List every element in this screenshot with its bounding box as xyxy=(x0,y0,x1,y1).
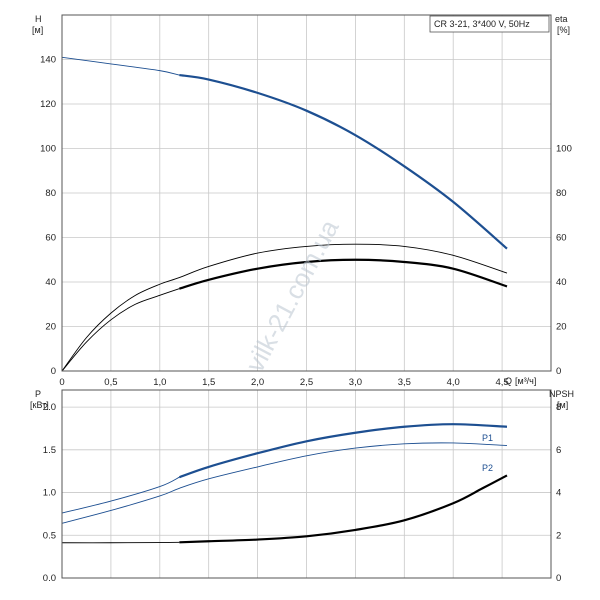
eta-tick-label: 60 xyxy=(556,233,567,244)
watermark: vilk-21.com.ua xyxy=(239,214,344,377)
p-tick-label: 1.5 xyxy=(43,445,56,456)
x-tick-label: 1,0 xyxy=(153,377,166,388)
h-tick-label: 120 xyxy=(40,99,56,110)
npsh-tick-label: 0 xyxy=(556,573,561,584)
chart-title: CR 3-21, 3*400 V, 50Hz xyxy=(434,19,530,29)
p-tick-label: 2.0 xyxy=(43,402,56,413)
p-tick-label: 1.0 xyxy=(43,488,56,499)
right-axis-unit-npsh: [м] xyxy=(557,400,568,410)
npsh-tick-label: 8 xyxy=(556,402,561,413)
x-axis-label-q: Q xyxy=(505,376,512,386)
x-tick-label: 0,5 xyxy=(104,377,117,388)
series-p1-line-thin xyxy=(61,476,180,514)
tick-labels: 0 0,5 1,0 1,5 2,0 2,5 3,0 3,5 4,0 4,5020406080100… xyxy=(40,55,572,585)
h-tick-label: 100 xyxy=(40,144,56,155)
npsh-tick-label: 4 xyxy=(556,488,561,499)
left-axis-label-p: P xyxy=(35,389,41,399)
right-axis-unit-eta: [%] xyxy=(557,25,570,35)
series-eta-line-thin xyxy=(61,288,180,372)
top-panel-grid xyxy=(61,15,551,371)
x-tick-label: 4,5 xyxy=(495,377,508,388)
npsh-tick-label: 6 xyxy=(556,445,561,456)
series-p2-line-thin xyxy=(61,442,508,524)
left-axis-label-h: H xyxy=(35,14,42,24)
x-tick-label: 3,5 xyxy=(398,377,411,388)
bottom-panel-grid xyxy=(61,390,551,578)
series-npsh-line xyxy=(179,474,508,544)
eta-tick-label: 40 xyxy=(556,277,567,288)
x-tick-label: 4,0 xyxy=(447,377,460,388)
series-label-p2: P2 xyxy=(482,463,493,473)
left-axis-unit-p: [кВт] xyxy=(30,400,49,410)
x-tick-label: 2,5 xyxy=(300,377,313,388)
h-tick-label: 80 xyxy=(45,188,56,199)
right-axis-label-npsh: NPSH xyxy=(549,389,574,399)
title-box xyxy=(429,15,550,33)
x-axis-unit-q: [м³/ч] xyxy=(515,376,536,386)
series-eta_thin-line-thin xyxy=(61,243,508,372)
eta-tick-label: 80 xyxy=(556,188,567,199)
x-tick-label: 1,5 xyxy=(202,377,215,388)
series-h-line-thin xyxy=(61,56,180,76)
h-tick-label: 20 xyxy=(45,322,56,333)
h-tick-label: 60 xyxy=(45,233,56,244)
h-tick-label: 40 xyxy=(45,277,56,288)
eta-tick-label: 20 xyxy=(556,322,567,333)
eta-tick-label: 0 xyxy=(556,366,561,377)
h-tick-label: 0 xyxy=(51,366,56,377)
series-p1-line xyxy=(178,423,508,479)
series-eta-line xyxy=(179,258,508,290)
left-axis-unit-h: [м] xyxy=(32,25,43,35)
bottom-panel-frame xyxy=(61,389,552,579)
right-axis-label-eta: eta xyxy=(555,14,568,24)
series-h-line xyxy=(179,73,508,250)
eta-tick-label: 100 xyxy=(556,144,572,155)
x-tick-label: 3,0 xyxy=(349,377,362,388)
x-tick-label: 2,0 xyxy=(251,377,264,388)
p-tick-label: 0.5 xyxy=(43,530,56,541)
npsh-tick-label: 2 xyxy=(556,530,561,541)
h-tick-label: 140 xyxy=(40,55,56,66)
top-panel-frame xyxy=(61,14,552,372)
x-tick-label: 0 xyxy=(59,377,64,388)
series-layer xyxy=(61,56,508,544)
p-tick-label: 0.0 xyxy=(43,573,56,584)
series-label-p1: P1 xyxy=(482,433,493,443)
